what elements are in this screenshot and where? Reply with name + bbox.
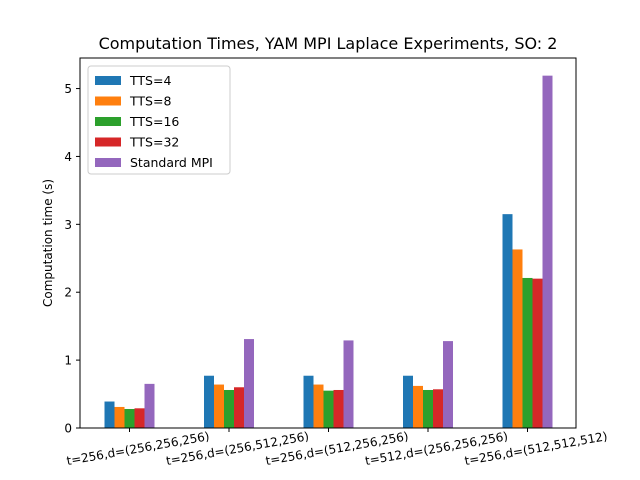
y-axis-label: Computation time (s): [41, 179, 55, 307]
bar-standard-mpi-1: [244, 339, 254, 428]
chart-title: Computation Times, YAM MPI Laplace Exper…: [99, 34, 558, 53]
legend: TTS=4 TTS=8 TTS=16 TTS=32 Standard MPI: [87, 65, 231, 175]
y-tick-label: 4: [64, 150, 72, 164]
bar-tts-8-2: [313, 384, 324, 428]
y-tick-label: 3: [64, 218, 72, 232]
bar-tts-32-3: [433, 389, 443, 428]
bar-tts-16-0: [124, 408, 135, 428]
legend-label: TTS=16: [129, 114, 179, 129]
legend-label: TTS=4: [129, 73, 171, 88]
y-tick-label: 1: [64, 354, 72, 368]
y-axis-ticks: 0 1 2 3 4 5: [64, 82, 80, 436]
bar-tts-8-0: [114, 406, 125, 428]
bar-tts-16-3: [423, 389, 433, 428]
bar-standard-mpi-3: [443, 341, 453, 428]
bar-tts-16-2: [323, 390, 334, 428]
bar-tts-8-1: [214, 384, 224, 428]
legend-box: [87, 65, 231, 175]
bar-standard-mpi-0: [144, 383, 155, 428]
bar-tts-8-3: [413, 385, 423, 428]
bar-tts-4-4: [502, 214, 513, 428]
bar-standard-mpi-2: [343, 340, 354, 428]
bar-standard-mpi-4: [542, 75, 553, 429]
bar-tts-32-4: [532, 278, 543, 428]
bar-tts-4-2: [303, 375, 314, 428]
y-tick-label: 0: [64, 422, 72, 436]
bar-tts-4-3: [403, 375, 413, 428]
legend-swatch: [95, 137, 121, 147]
legend-swatch: [95, 117, 121, 126]
bars-group: [104, 75, 553, 429]
bar-tts-32-1: [234, 387, 244, 428]
y-tick-label: 5: [64, 82, 72, 96]
legend-label: Standard MPI: [130, 155, 213, 170]
bar-tts-32-2: [333, 389, 344, 428]
bar-tts-8-4: [512, 249, 523, 428]
bar-tts-4-0: [104, 401, 115, 428]
legend-swatch: [95, 158, 121, 167]
legend-swatch: [95, 96, 121, 106]
bar-tts-16-1: [224, 389, 234, 428]
legend-swatch: [95, 76, 121, 85]
bar-tts-32-0: [134, 408, 145, 428]
bar-tts-16-4: [522, 277, 533, 428]
legend-label: TTS=8: [129, 94, 171, 109]
bar-tts-4-1: [204, 375, 214, 428]
y-tick-label: 2: [64, 286, 72, 300]
plot-frame: [79, 57, 577, 429]
legend-label: TTS=32: [129, 135, 179, 150]
x-axis-ticks: t=256,d=(256,256,256)t=256,d=(256,512,25…: [65, 428, 609, 468]
